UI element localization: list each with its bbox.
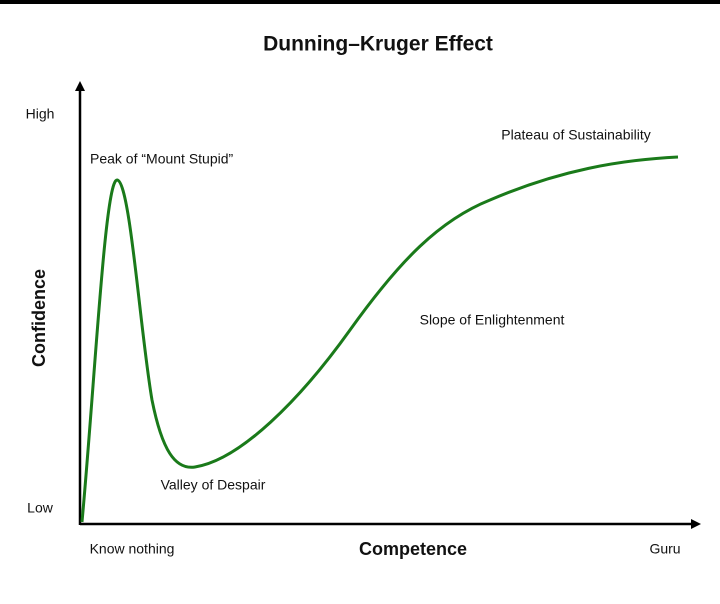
annotation: Plateau of Sustainability — [501, 127, 650, 143]
x-axis-title: Competence — [359, 539, 467, 559]
x-end-label: Guru — [649, 541, 680, 557]
annotation: Valley of Despair — [161, 477, 266, 493]
top-border — [0, 0, 720, 4]
annotation: Peak of “Mount Stupid” — [90, 151, 234, 167]
y-axis-title: Confidence — [29, 269, 49, 367]
title: Dunning–Kruger Effect — [263, 33, 493, 56]
confidence-curve — [80, 155, 679, 523]
y-low-label: Low — [27, 500, 54, 516]
x-start-label: Know nothing — [90, 541, 175, 557]
annotation: Slope of Enlightenment — [420, 312, 565, 328]
y-high-label: High — [26, 106, 55, 122]
